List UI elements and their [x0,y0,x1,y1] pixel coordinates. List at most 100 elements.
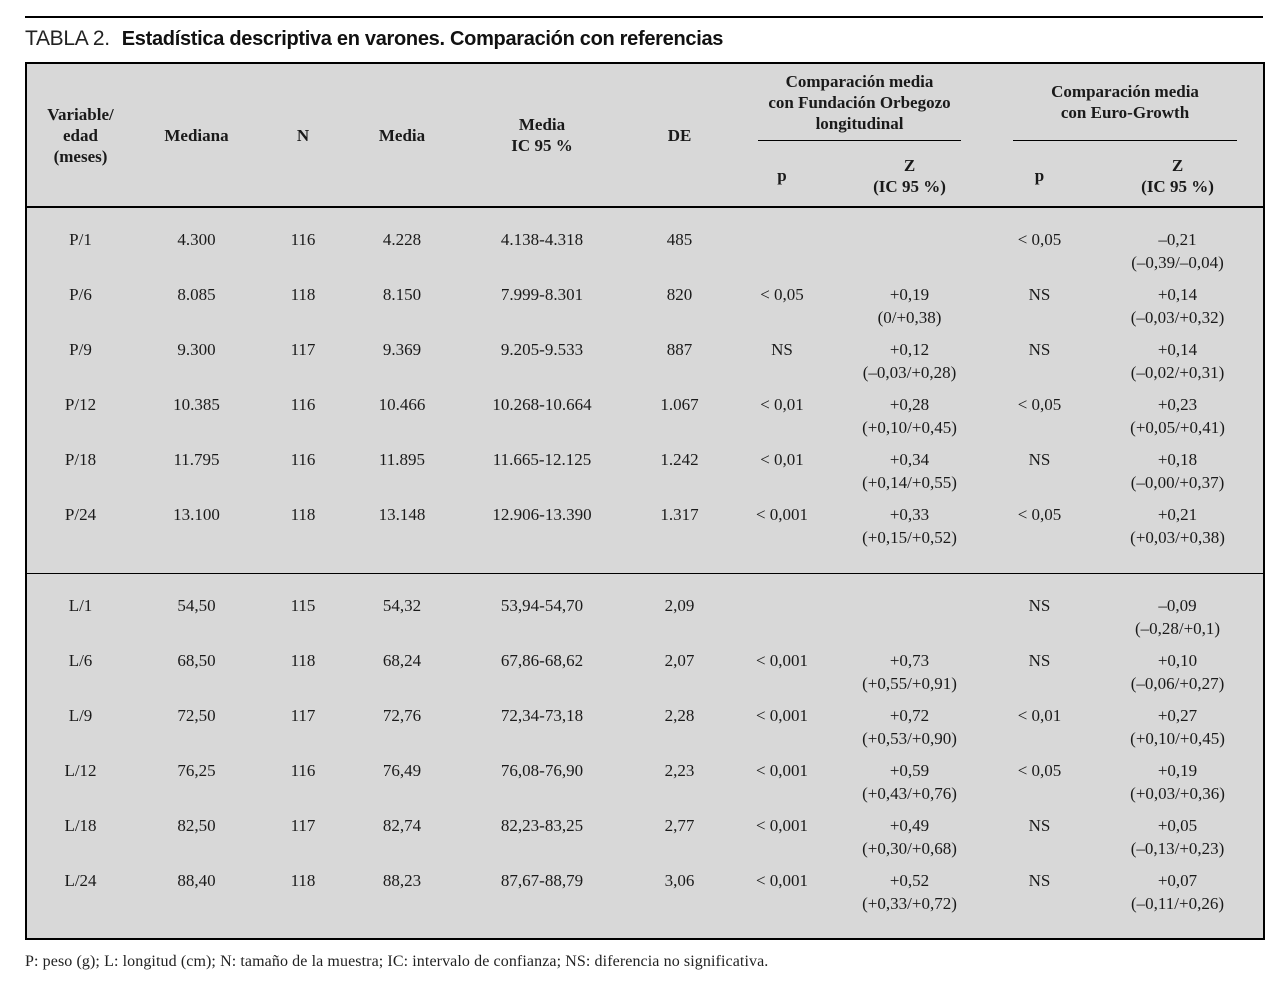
cell-euro-z: +0,21 (+0,03/+0,38) [1092,497,1264,573]
z-confidence-interval: (+0,15/+0,52) [862,528,957,547]
cell-euro-z: +0,10 (–0,06/+0,27) [1092,643,1264,698]
z-confidence-interval: (+0,10/+0,45) [1130,729,1225,748]
cell-mediana: 68,50 [177,651,216,670]
z-value: +0,19 [1157,761,1198,780]
top-rule [25,16,1263,18]
col-header-n: N [296,125,310,145]
z-value: +0,52 [889,871,930,890]
cell-orbegozo-z: +0,73 (+0,55/+0,91) [832,643,987,698]
cell-n: 117 [290,340,316,359]
cell-variable: P/6 [69,285,92,304]
cell-media-ic: 4.138-4.318 [500,230,584,249]
col-header-mediana: Mediana [164,125,229,145]
cell-orbegozo-p: < 0,01 [760,450,804,469]
cell-euro-z: +0,27 (+0,10/+0,45) [1092,698,1264,753]
z-value: +0,27 [1157,706,1198,725]
z-value: +0,21 [1157,505,1198,524]
cell-media: 88,23 [382,871,422,890]
cell-mediana: 82,50 [177,816,216,835]
cell-orbegozo-z: +0,34 (+0,14/+0,55) [832,442,987,497]
z-confidence-interval: (+0,10/+0,45) [862,418,957,437]
cell-media: 10.466 [378,395,426,414]
cell-variable: L/9 [68,706,93,725]
z-confidence-interval: (0/+0,38) [877,308,942,327]
euro-growth-group-underline [1013,140,1238,145]
header-row-sub: p Z (IC 95 %) p Z (IC 95 %) [26,145,1264,207]
cell-media: 76,49 [382,761,422,780]
col-header-orbegozo-p: p [777,166,787,185]
cell-media-ic: 76,08-76,90 [500,761,584,780]
z-value: +0,49 [889,816,930,835]
cell-orbegozo-z: +0,33 (+0,15/+0,52) [832,497,987,573]
cell-n: 117 [290,706,316,725]
z-value: +0,19 [889,285,930,304]
cell-n: 118 [290,651,316,670]
cell-orbegozo-p: < 0,05 [760,285,804,304]
z-confidence-interval: (–0,11/+0,26) [1131,894,1225,913]
cell-orbegozo-z: +0,49 (+0,30/+0,68) [832,808,987,863]
cell-media-ic: 10.268-10.664 [492,395,592,414]
cell-media-ic: 11.665-12.125 [492,450,592,469]
z-confidence-interval: (+0,14/+0,55) [862,473,957,492]
z-confidence-interval: (+0,05/+0,41) [1130,418,1225,437]
cell-media-ic: 72,34-73,18 [500,706,584,725]
cell-media-ic: 87,67-88,79 [500,871,584,890]
z-value: +0,72 [889,706,930,725]
col-header-euro-z: Z (IC 95 %) [1141,155,1214,196]
z-value: +0,28 [889,395,930,414]
cell-euro-z: –0,09 (–0,28/+0,1) [1092,573,1264,643]
statistics-table: Variable/ edad (meses) Mediana N Media M… [25,62,1266,940]
cell-variable: L/18 [64,816,97,835]
col-group-orbegozo-label: Comparación media con Fundación Orbegozo… [768,71,951,133]
cell-mediana: 13.100 [173,505,220,524]
cell-de: 3,06 [664,871,695,890]
cell-variable: P/12 [64,395,97,414]
z-confidence-interval: (+0,53/+0,90) [862,729,957,748]
cell-euro-p: NS [1028,285,1051,304]
cell-de: 887 [666,340,693,359]
cell-euro-z: +0,07 (–0,11/+0,26) [1092,863,1264,939]
cell-orbegozo-z: +0,52 (+0,33/+0,72) [832,863,987,939]
cell-n: 116 [290,761,316,780]
cell-euro-z: +0,14 (–0,03/+0,32) [1092,277,1264,332]
z-confidence-interval: (–0,03/+0,32) [1130,308,1225,327]
cell-euro-p: NS [1028,340,1051,359]
cell-euro-z: +0,23 (+0,05/+0,41) [1092,387,1264,442]
cell-euro-p: NS [1028,651,1051,670]
table-row: L/18 82,50 117 82,74 82,23-83,25 2,77 < … [26,808,1264,863]
cell-variable: P/1 [69,230,92,249]
z-confidence-interval: (+0,03/+0,38) [1130,528,1225,547]
z-confidence-interval: (+0,33/+0,72) [862,894,957,913]
cell-media-ic: 53,94-54,70 [500,595,584,615]
cell-orbegozo-z [832,207,987,277]
cell-de: 2,77 [664,816,695,835]
z-confidence-interval: (–0,13/+0,23) [1130,839,1225,858]
cell-mediana: 4.300 [177,230,216,249]
cell-orbegozo-z: +0,59 (+0,43/+0,76) [832,753,987,808]
cell-de: 2,28 [664,706,695,725]
z-value: +0,10 [1157,651,1198,670]
col-header-variable: Variable/ edad (meses) [47,104,114,166]
cell-variable: P/18 [64,450,97,469]
cell-euro-p: NS [1028,450,1051,469]
cell-euro-z: +0,05 (–0,13/+0,23) [1092,808,1264,863]
cell-orbegozo-z: +0,19 (0/+0,38) [832,277,987,332]
cell-de: 2,07 [664,651,695,670]
cell-mediana: 9.300 [177,340,216,359]
footnote: P: peso (g); L: longitud (cm); N: tamaño… [25,953,769,970]
z-value: +0,12 [889,340,930,359]
cell-de: 485 [666,230,693,249]
cell-de: 1.067 [660,395,699,414]
z-confidence-interval: (–0,00/+0,37) [1130,473,1225,492]
cell-mediana: 8.085 [177,285,216,304]
cell-media-ic: 67,86-68,62 [500,651,584,670]
cell-variable: L/6 [68,651,93,670]
cell-de: 1.317 [660,505,699,524]
z-value: +0,18 [1157,450,1198,469]
cell-media: 11.895 [378,450,426,469]
col-group-euro-growth-label: Comparación media con Euro-Growth [1051,82,1199,122]
table-row: L/12 76,25 116 76,49 76,08-76,90 2,23 < … [26,753,1264,808]
z-value: +0,34 [889,450,930,469]
col-header-de: DE [667,125,692,145]
cell-euro-p: < 0,05 [1017,230,1062,249]
